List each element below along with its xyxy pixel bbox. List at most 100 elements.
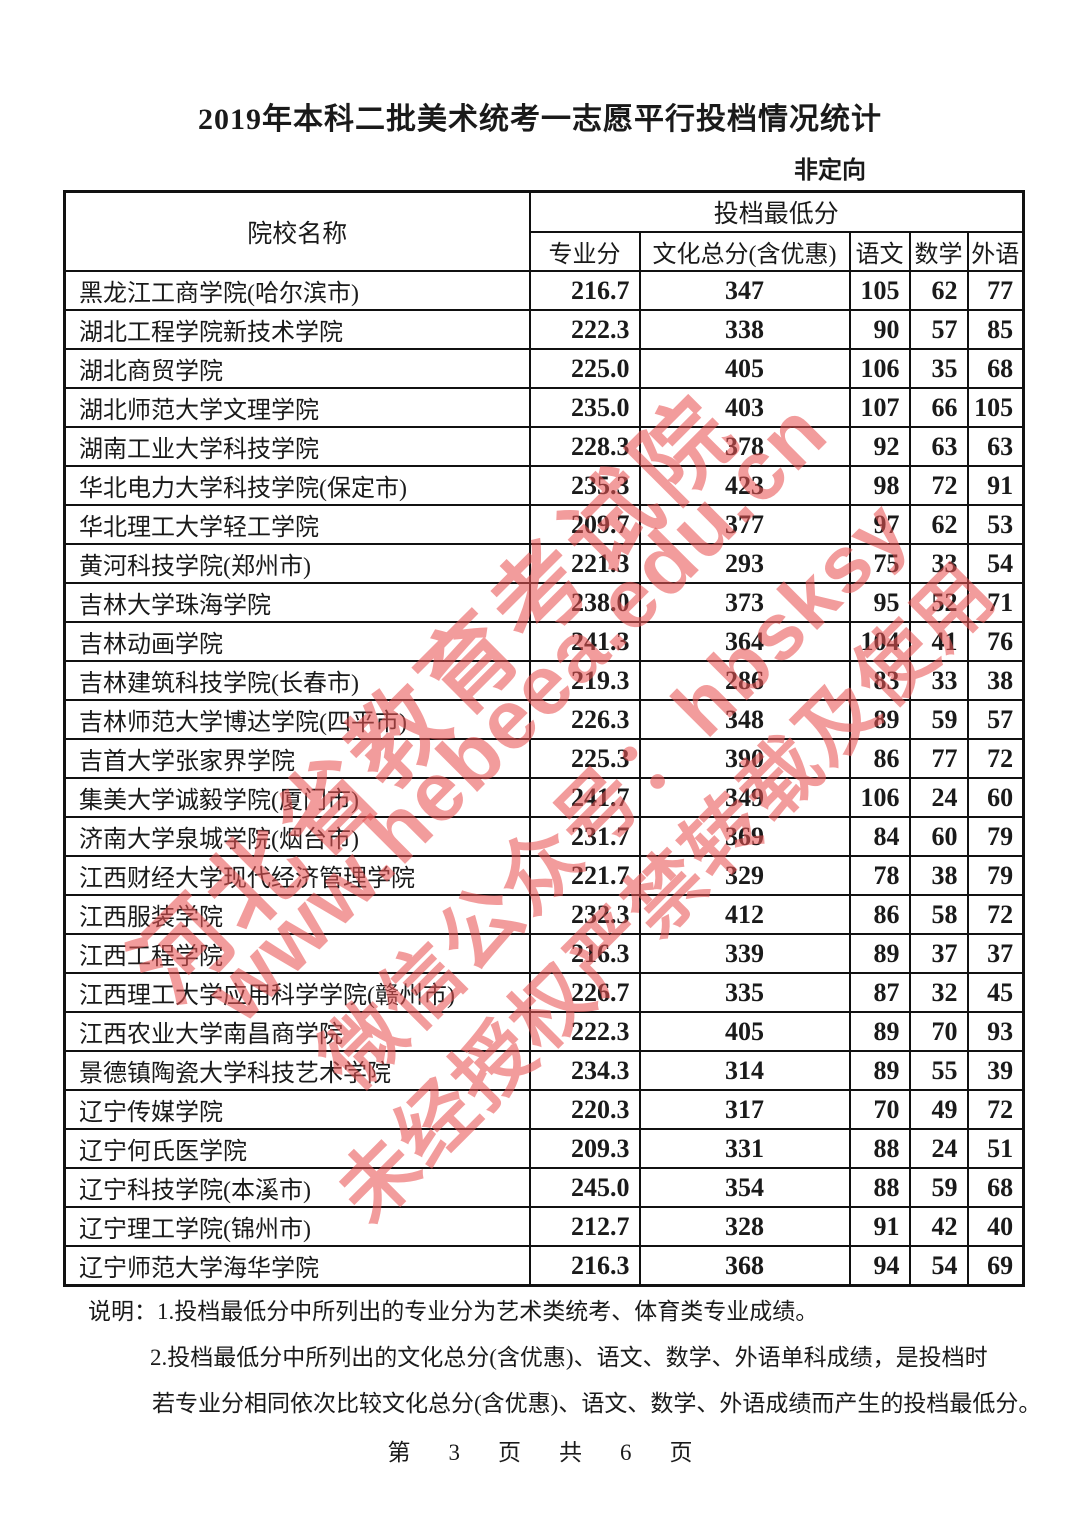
chinese-score-cell: 95 (848, 582, 911, 623)
foreign-score-cell: 40 (966, 1206, 1025, 1247)
culture-score-cell: 314 (638, 1050, 851, 1091)
chinese-score-cell: 78 (848, 855, 911, 896)
culture-score-cell: 364 (638, 621, 851, 662)
chinese-score-cell: 84 (848, 816, 911, 857)
school-name-cell: 辽宁何氏医学院 (63, 1128, 531, 1169)
school-name-cell: 吉林动画学院 (63, 621, 531, 662)
chinese-score-cell: 86 (848, 738, 911, 779)
foreign-score-cell: 57 (966, 699, 1025, 740)
culture-score-cell: 347 (638, 270, 851, 311)
school-name-cell: 华北电力大学科技学院(保定市) (63, 465, 531, 506)
math-score-cell: 41 (908, 621, 969, 662)
major-score-cell: 245.0 (528, 1167, 641, 1208)
page-number-footer: 第 3 页 共 6 页 (0, 1433, 1080, 1467)
header-foreign-score: 外语 (966, 231, 1025, 272)
major-score-cell: 231.7 (528, 816, 641, 857)
chinese-score-cell: 87 (848, 972, 911, 1013)
note-line-2: 2.投档最低分中所列出的文化总分(含优惠)、语文、数学、外语单科成绩，是投档时 (150, 1345, 988, 1370)
foreign-score-cell: 76 (966, 621, 1025, 662)
culture-score-cell: 412 (638, 894, 851, 935)
major-score-cell: 226.7 (528, 972, 641, 1013)
math-score-cell: 54 (908, 1245, 969, 1287)
header-row-group: 院校名称 投档最低分 (63, 190, 1025, 272)
table-row: 吉林建筑科技学院(长春市) 219.3 286 83 33 38 (63, 660, 1025, 701)
major-score-cell: 232.3 (528, 894, 641, 935)
culture-score-cell: 335 (638, 972, 851, 1013)
math-score-cell: 24 (908, 777, 969, 818)
major-score-cell: 226.3 (528, 699, 641, 740)
major-score-cell: 228.3 (528, 426, 641, 467)
math-score-cell: 59 (908, 699, 969, 740)
major-score-cell: 222.3 (528, 309, 641, 350)
table-row: 吉林动画学院 241.3 364 104 41 76 (63, 621, 1025, 662)
major-score-cell: 220.3 (528, 1089, 641, 1130)
chinese-score-cell: 94 (848, 1245, 911, 1287)
school-name-cell: 湖南工业大学科技学院 (63, 426, 531, 467)
header-major-score: 专业分 (528, 231, 641, 272)
culture-score-cell: 405 (638, 348, 851, 389)
culture-score-cell: 317 (638, 1089, 851, 1130)
culture-score-cell: 329 (638, 855, 851, 896)
footer-label-ye2: 页 (669, 1440, 693, 1465)
foreign-score-cell: 85 (966, 309, 1025, 350)
major-score-cell: 221.3 (528, 543, 641, 584)
chinese-score-cell: 89 (848, 1011, 911, 1052)
math-score-cell: 24 (908, 1128, 969, 1169)
school-name-cell: 湖北师范大学文理学院 (63, 387, 531, 428)
table-row: 吉林大学珠海学院 238.0 373 95 52 71 (63, 582, 1025, 623)
chinese-score-cell: 88 (848, 1128, 911, 1169)
table-row: 黑龙江工商学院(哈尔滨市) 216.7 347 105 62 77 (63, 270, 1025, 311)
chinese-score-cell: 89 (848, 933, 911, 974)
culture-score-cell: 328 (638, 1206, 851, 1247)
math-score-cell: 62 (908, 270, 969, 311)
foreign-score-cell: 68 (966, 1167, 1025, 1208)
math-score-cell: 42 (908, 1206, 969, 1247)
note-line-3: 若专业分相同依次比较文化总分(含优惠)、语文、数学、外语成绩而产生的投档最低分。 (152, 1391, 1042, 1416)
foreign-score-cell: 63 (966, 426, 1025, 467)
table-row: 辽宁科技学院(本溪市) 245.0 354 88 59 68 (63, 1167, 1025, 1208)
header-culture-score: 文化总分(含优惠) (638, 231, 851, 272)
table-row: 辽宁传媒学院 220.3 317 70 49 72 (63, 1089, 1025, 1130)
foreign-score-cell: 39 (966, 1050, 1025, 1091)
chinese-score-cell: 98 (848, 465, 911, 506)
chinese-score-cell: 106 (848, 348, 911, 389)
note-line-1: 说明：1.投档最低分中所列出的专业分为艺术类统考、体育类专业成绩。 (88, 1299, 819, 1324)
table-row: 吉林师范大学博达学院(四平市) 226.3 348 89 59 57 (63, 699, 1025, 740)
chinese-score-cell: 83 (848, 660, 911, 701)
math-score-cell: 52 (908, 582, 969, 623)
math-score-cell: 77 (908, 738, 969, 779)
chinese-score-cell: 106 (848, 777, 911, 818)
foreign-score-cell: 54 (966, 543, 1025, 584)
school-name-cell: 湖北工程学院新技术学院 (63, 309, 531, 350)
math-score-cell: 66 (908, 387, 969, 428)
foreign-score-cell: 77 (966, 270, 1025, 311)
table-body: 黑龙江工商学院(哈尔滨市) 216.7 347 105 62 77 湖北工程学院新技术学院 2… (63, 270, 1025, 1287)
table-row: 湖北商贸学院 225.0 405 106 35 68 (63, 348, 1025, 389)
school-name-cell: 吉林建筑科技学院(长春市) (63, 660, 531, 701)
major-score-cell: 216.7 (528, 270, 641, 311)
school-name-cell: 湖北商贸学院 (63, 348, 531, 389)
math-score-cell: 55 (908, 1050, 969, 1091)
footer-total-pages: 6 (620, 1440, 632, 1465)
major-score-cell: 221.7 (528, 855, 641, 896)
chinese-score-cell: 89 (848, 699, 911, 740)
header-school-name: 院校名称 (63, 190, 531, 272)
header-math-score: 数学 (908, 231, 969, 272)
page-title: 2019年本科二批美术统考一志愿平行投档情况统计 (198, 103, 882, 136)
school-name-cell: 华北理工大学轻工学院 (63, 504, 531, 545)
header-row-columns: 专业分 文化总分(含优惠) 语文 数学 外语 (65, 231, 1025, 272)
school-name-cell: 景德镇陶瓷大学科技艺术学院 (63, 1050, 531, 1091)
table-row: 湖北师范大学文理学院 235.0 403 107 66 105 (63, 387, 1025, 428)
major-score-cell: 235.0 (528, 387, 641, 428)
school-name-cell: 辽宁科技学院(本溪市) (63, 1167, 531, 1208)
math-score-cell: 62 (908, 504, 969, 545)
foreign-score-cell: 91 (966, 465, 1025, 506)
major-score-cell: 209.3 (528, 1128, 641, 1169)
chinese-score-cell: 97 (848, 504, 911, 545)
header-min-score-group: 投档最低分 (528, 190, 1025, 233)
table-row: 华北电力大学科技学院(保定市) 235.3 423 98 72 91 (63, 465, 1025, 506)
major-score-cell: 241.3 (528, 621, 641, 662)
foreign-score-cell: 51 (966, 1128, 1025, 1169)
foreign-score-cell: 79 (966, 855, 1025, 896)
